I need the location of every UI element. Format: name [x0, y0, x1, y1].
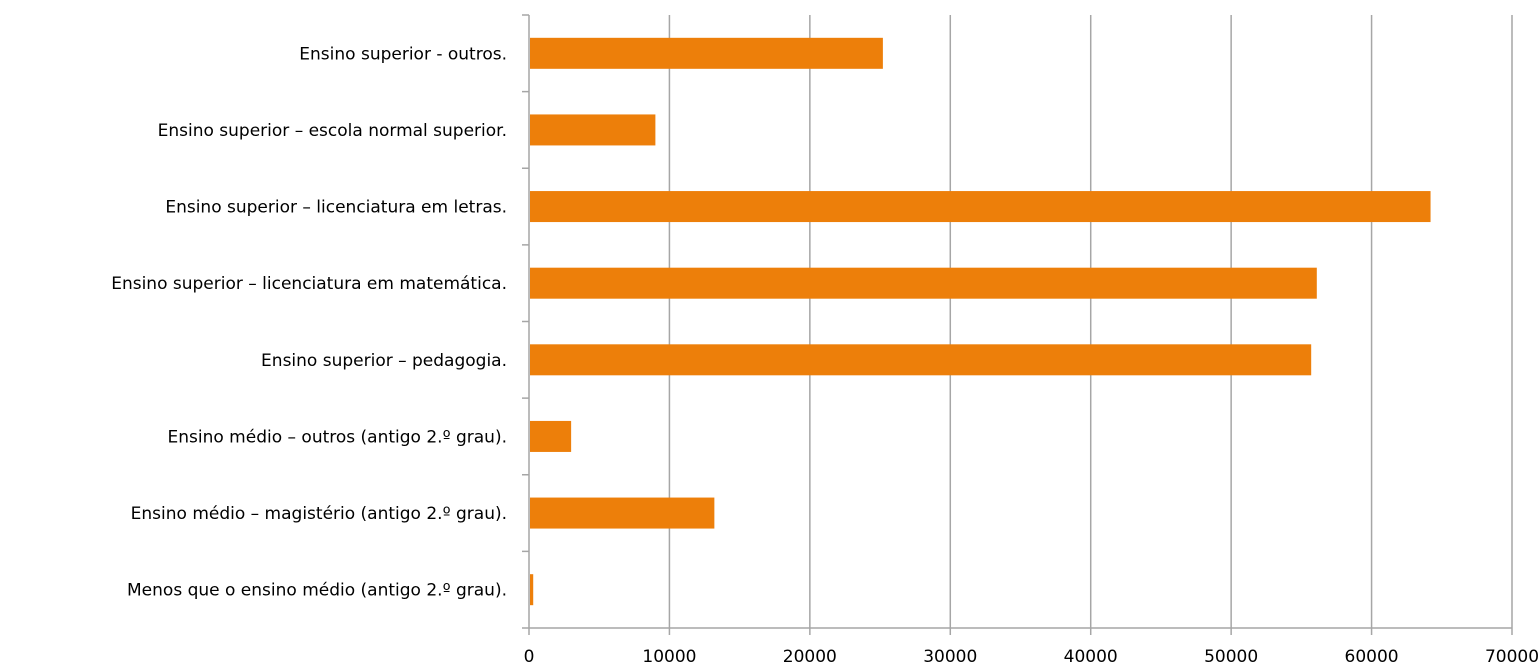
x-tick-label: 0 — [524, 647, 535, 667]
bar — [530, 191, 1431, 223]
x-tick-labels: 0 10000 20000 30000 40000 50000 60000 70000 — [524, 647, 1539, 667]
x-tick-label: 20000 — [783, 647, 837, 667]
bars — [530, 37, 1431, 606]
gridlines — [668, 15, 1513, 628]
x-tick-label: 10000 — [642, 647, 696, 667]
bar — [530, 37, 883, 69]
axes — [522, 14, 1513, 635]
category-label: Ensino superior – licenciatura em letras… — [165, 198, 507, 218]
category-labels: Menos que o ensino médio (antigo 2.º gra… — [111, 44, 507, 600]
bar — [530, 420, 572, 452]
x-tick-label: 70000 — [1485, 647, 1539, 667]
x-tick-label: 30000 — [923, 647, 977, 667]
bar — [530, 497, 715, 529]
x-tick-label: 40000 — [1064, 647, 1118, 667]
category-label: Ensino médio – magistério (antigo 2.º gr… — [131, 504, 507, 524]
bar — [530, 267, 1317, 299]
category-label: Ensino superior – pedagogia. — [261, 351, 507, 371]
bar — [530, 574, 534, 606]
category-label: Ensino médio – outros (antigo 2.º grau). — [168, 427, 508, 447]
x-tick-label: 50000 — [1204, 647, 1258, 667]
category-label: Ensino superior – escola normal superior… — [158, 121, 507, 141]
category-label: Ensino superior – licenciatura em matemá… — [111, 274, 507, 294]
bar — [530, 344, 1312, 376]
category-label: Ensino superior - outros. — [299, 44, 507, 64]
category-label: Menos que o ensino médio (antigo 2.º gra… — [127, 581, 507, 601]
bar — [530, 114, 656, 146]
x-tick-label: 60000 — [1345, 647, 1399, 667]
